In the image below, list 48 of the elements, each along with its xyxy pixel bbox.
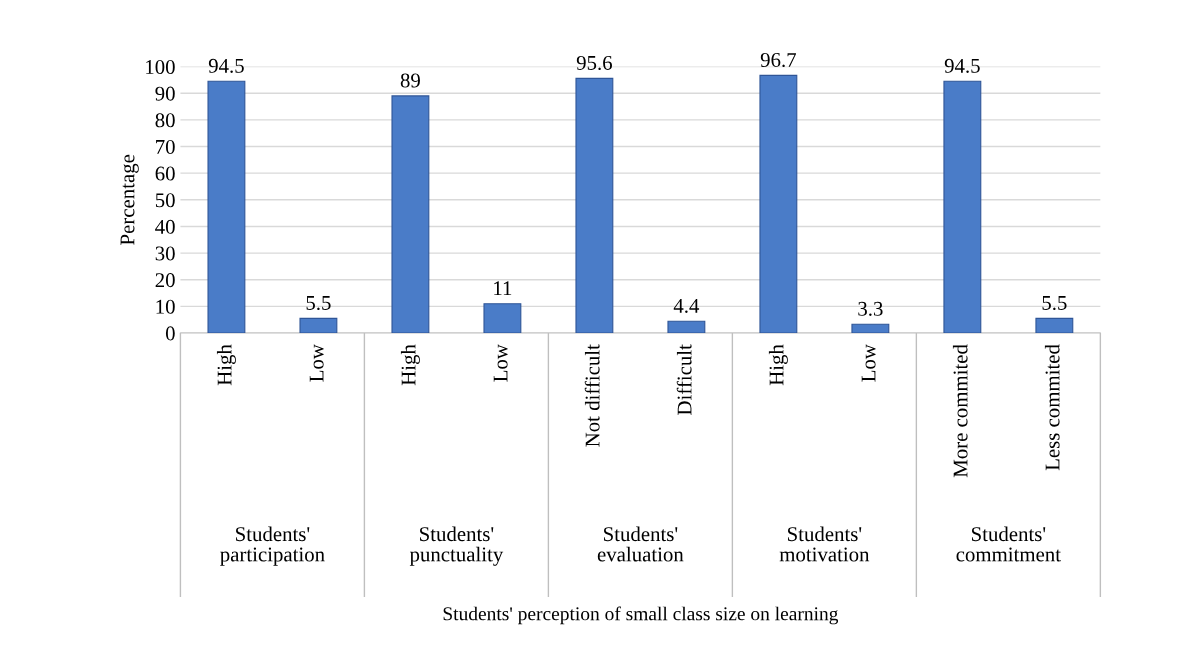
bar bbox=[575, 77, 614, 333]
data-label: 96.7 bbox=[760, 52, 797, 68]
x-tick-label: Low bbox=[493, 344, 508, 382]
bar bbox=[943, 80, 982, 333]
y-tick-label: 90 bbox=[155, 86, 175, 101]
x-tick-label: High bbox=[400, 344, 420, 386]
y-tick-label: 40 bbox=[155, 219, 175, 234]
data-label: 95.6 bbox=[576, 55, 612, 71]
data-label: 5.5 bbox=[1042, 296, 1067, 311]
text: Students' motivation bbox=[779, 526, 870, 562]
bar bbox=[1035, 317, 1074, 333]
y-tick-label: 0 bbox=[165, 326, 175, 341]
text: Students' perception of small class size on learning bbox=[443, 606, 839, 625]
x-tick-label: Not difficult bbox=[584, 344, 600, 447]
y-tick-label: 100 bbox=[146, 59, 175, 75]
x-tick-label: Less commited bbox=[1044, 344, 1060, 471]
y-tick-label: 10 bbox=[156, 299, 175, 314]
data-label: 4.4 bbox=[673, 298, 700, 313]
x-tick-label: Difficult bbox=[676, 344, 692, 415]
bar bbox=[299, 317, 338, 333]
text: Students' participation bbox=[220, 526, 325, 566]
data-label: 5.5 bbox=[306, 296, 331, 311]
bar bbox=[207, 80, 246, 333]
y-tick-label: 70 bbox=[156, 139, 175, 154]
data-label: 11 bbox=[494, 281, 512, 296]
text: Students' commitment bbox=[956, 526, 1061, 562]
x-tick-label: More commited bbox=[952, 344, 968, 478]
bar bbox=[851, 323, 890, 333]
data-label: 89 bbox=[400, 73, 420, 88]
x-tick-label: High bbox=[216, 344, 236, 386]
text: Students' punctuality bbox=[409, 526, 504, 566]
y-tick-label: 80 bbox=[155, 113, 175, 128]
y-tick-label: 60 bbox=[155, 166, 175, 181]
x-tick-label: High bbox=[768, 344, 788, 386]
bar bbox=[759, 74, 798, 333]
x-tick-label: Low bbox=[861, 344, 876, 382]
bar bbox=[391, 95, 430, 333]
bar bbox=[483, 303, 522, 333]
x-tick-label: Low bbox=[309, 344, 324, 382]
y-tick-label: 30 bbox=[155, 246, 175, 261]
text: Students' evaluation bbox=[597, 526, 684, 562]
data-label: 94.5 bbox=[944, 58, 980, 73]
y-axis-title: Percentage bbox=[120, 154, 139, 245]
y-tick-label: 50 bbox=[155, 193, 175, 208]
y-tick-label: 20 bbox=[155, 273, 175, 288]
data-label: 94.5 bbox=[208, 58, 244, 73]
data-label: 3.3 bbox=[858, 301, 883, 316]
bar bbox=[667, 320, 706, 333]
